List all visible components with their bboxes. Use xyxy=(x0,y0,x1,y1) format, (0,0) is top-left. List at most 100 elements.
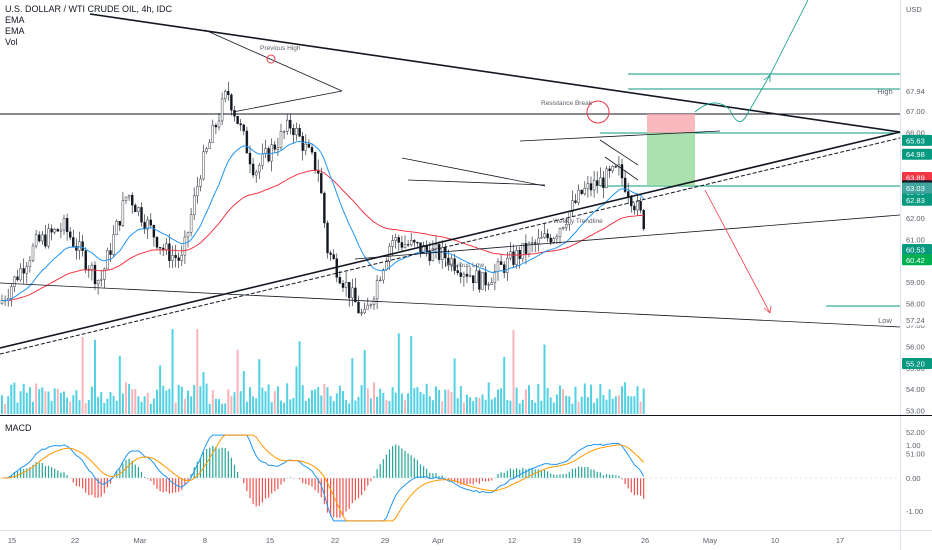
macd-histogram-bar xyxy=(230,457,232,478)
macd-histogram-bar xyxy=(175,478,177,493)
triangle-upper-trendline xyxy=(89,13,901,133)
volume-bar xyxy=(580,396,583,414)
volume-bar xyxy=(354,400,357,414)
candle-body xyxy=(115,220,118,235)
volume-bar xyxy=(311,390,313,414)
trendlines[interactable] xyxy=(0,13,901,355)
ema-fast-legend[interactable]: EMA xyxy=(5,15,25,25)
candle-body xyxy=(233,110,236,117)
candle-body xyxy=(394,237,397,241)
candle-body xyxy=(360,312,363,314)
candle-body xyxy=(202,151,205,180)
candle-body xyxy=(183,236,187,256)
volume-bar xyxy=(242,370,245,414)
candle-body xyxy=(639,201,642,211)
volume-bar xyxy=(87,400,90,414)
macd-histogram-bar xyxy=(57,470,59,478)
macd-histogram-bar xyxy=(571,469,573,478)
candle-body xyxy=(329,252,332,255)
macd-histogram-bar xyxy=(29,467,31,478)
volume-bar xyxy=(608,389,611,414)
candle-body xyxy=(611,166,614,172)
dashed-parallel-trendline xyxy=(0,137,901,355)
macd-histogram-bar xyxy=(370,478,372,482)
candle-body xyxy=(549,237,552,243)
volume-bar xyxy=(128,383,131,414)
volume-bar xyxy=(304,400,307,414)
volume-bar xyxy=(586,397,589,414)
macd-histogram-bar xyxy=(361,478,363,496)
volume-bar xyxy=(44,391,47,414)
volume-bar xyxy=(97,397,100,414)
macd-tick-label: -1.00 xyxy=(906,507,923,516)
time-tick-label: 15 xyxy=(266,536,274,545)
candle-body xyxy=(620,164,624,179)
bullish-projection-path xyxy=(694,74,771,122)
time-tick-label: 8 xyxy=(203,536,207,545)
volume-bar xyxy=(518,403,521,414)
candle-body xyxy=(397,237,400,243)
ema-slow-legend[interactable]: EMA xyxy=(5,26,25,36)
volume-legend[interactable]: Vol xyxy=(5,37,18,47)
price-label: High 67.94 xyxy=(877,85,932,97)
volume-bar xyxy=(385,399,388,414)
macd-histogram-bar xyxy=(302,478,304,483)
volume-bar xyxy=(90,386,93,414)
volume-bar xyxy=(283,402,286,414)
volume-bar xyxy=(227,389,230,414)
candle-body xyxy=(428,250,431,261)
macd-histogram-bar xyxy=(41,462,43,478)
candle-body xyxy=(177,257,180,261)
candle-body xyxy=(391,240,394,247)
macd-histogram-bar xyxy=(224,448,226,478)
triangle-lower-trendline xyxy=(0,131,901,349)
macd-histogram-bar xyxy=(587,467,589,478)
candle-body xyxy=(75,246,78,251)
candle-body xyxy=(475,270,478,284)
candle-body xyxy=(313,152,317,171)
bearish-projection-arrowhead xyxy=(763,305,772,314)
volume-bar xyxy=(438,389,441,414)
candle-body xyxy=(499,261,503,265)
macd-histogram-bar xyxy=(478,478,480,484)
time-tick-label: Apr xyxy=(432,536,444,545)
candle-body xyxy=(351,287,354,299)
macd-histogram-bar xyxy=(578,466,580,478)
candle-body xyxy=(580,189,583,194)
macd-histogram-bar xyxy=(379,464,381,478)
price-tick-label: 58.00 xyxy=(906,300,925,309)
macd-histogram-bar xyxy=(308,478,310,486)
candle-body xyxy=(90,264,94,271)
volume-bar xyxy=(444,389,447,414)
candle-body xyxy=(38,234,41,242)
candle-body xyxy=(530,242,534,244)
macd-histogram-bar xyxy=(63,472,65,478)
candle-body xyxy=(623,177,627,192)
candle-body xyxy=(369,304,373,306)
volume-bar xyxy=(134,389,137,414)
candle-body xyxy=(130,195,134,206)
candle-body xyxy=(165,243,168,251)
volume-bar xyxy=(540,400,543,414)
volume-bar xyxy=(642,388,645,414)
macd-histogram-bar xyxy=(388,449,391,478)
volume-bar xyxy=(140,401,143,414)
candle-body xyxy=(403,244,407,248)
candle-body xyxy=(189,214,193,233)
volume-bar xyxy=(233,392,236,414)
volume-bar xyxy=(351,358,354,414)
macd-histogram-bar xyxy=(426,468,428,478)
volume-bar xyxy=(230,395,233,414)
volume-bar xyxy=(152,398,155,414)
candle-body xyxy=(78,241,81,251)
macd-legend[interactable]: MACD xyxy=(5,423,32,433)
candle-body xyxy=(382,269,385,281)
volume-bar xyxy=(307,398,310,414)
macd-histogram-bar xyxy=(38,462,40,478)
candle-body xyxy=(62,218,66,231)
volume-bar xyxy=(276,386,279,414)
symbol-title[interactable]: U.S. DOLLAR / WTI CRUDE OIL, 4h, IDC xyxy=(5,4,173,14)
volume-bar xyxy=(624,382,627,414)
candle-body xyxy=(456,270,459,273)
